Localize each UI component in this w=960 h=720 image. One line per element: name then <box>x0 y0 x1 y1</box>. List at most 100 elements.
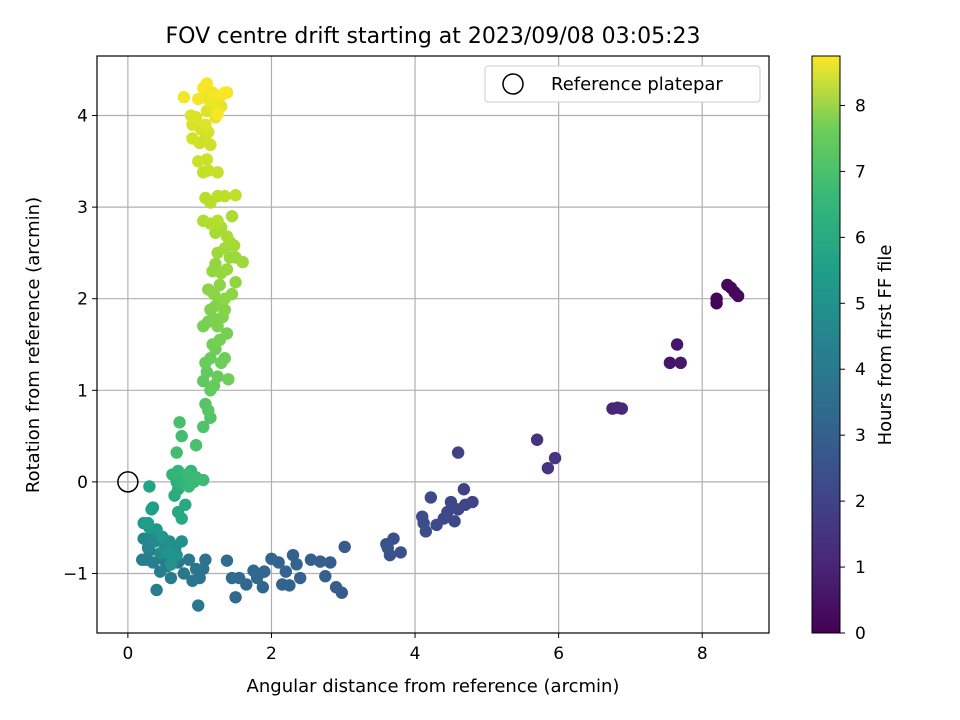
scatter-point <box>202 404 215 417</box>
scatter-point <box>416 510 429 523</box>
y-tick-label: 2 <box>77 290 88 310</box>
scatter-point <box>200 153 214 166</box>
plot-area-frame <box>96 55 770 634</box>
scatter-point <box>541 461 555 475</box>
scatter-point <box>150 583 163 597</box>
colorbar-gradient <box>811 55 841 634</box>
colorbar-tick-label: 5 <box>855 294 866 314</box>
scatter-point <box>338 540 351 554</box>
scatter-point <box>218 189 231 203</box>
scatter-point <box>220 554 234 567</box>
colorbar-tick-label: 7 <box>855 162 866 182</box>
x-axis-label: Angular distance from reference (arcmin) <box>247 676 620 697</box>
scatter-point <box>175 535 188 548</box>
scatter-point <box>394 546 407 559</box>
scatter-point <box>319 570 332 583</box>
scatter-point <box>229 276 242 289</box>
scatter-point <box>218 86 231 99</box>
scatter-point <box>136 553 149 566</box>
scatter-point <box>530 433 544 446</box>
scatter-point <box>141 516 155 530</box>
y-tick-label: 4 <box>77 107 88 127</box>
y-tick-label: 1 <box>77 381 88 401</box>
x-tick-label: 8 <box>697 644 708 664</box>
x-tick-label: 2 <box>266 644 277 664</box>
x-tick-label: 4 <box>410 644 421 664</box>
colorbar: 0 1 2 3 4 5 6 7 8 Hours from first FF file <box>811 55 896 644</box>
scatter-point <box>175 429 188 443</box>
reference-platepar-marker <box>117 471 139 493</box>
scatter-point <box>211 319 224 333</box>
scatter-point <box>229 591 242 604</box>
x-tick-label: 0 <box>122 644 133 664</box>
scatter-point <box>324 556 337 569</box>
scatter-point <box>227 239 241 252</box>
scatter-point <box>225 571 239 585</box>
scatter-point <box>211 214 224 228</box>
y-tick-label: −1 <box>63 564 88 584</box>
colorbar-ticks: 0 1 2 3 4 5 6 7 8 <box>840 96 866 644</box>
scatter-point <box>145 503 158 516</box>
scatter-point <box>182 553 196 566</box>
scatter-point <box>225 287 239 301</box>
scatter-point <box>192 92 205 106</box>
scatter-point <box>161 547 174 560</box>
scatter-point <box>213 278 226 292</box>
scatter-point <box>204 138 217 152</box>
scatter-point <box>220 263 234 276</box>
legend-entry-label: Reference platepar <box>551 74 723 95</box>
scatter-point <box>314 555 327 568</box>
scatter-point <box>424 491 438 504</box>
colorbar-tick-label: 8 <box>855 96 866 116</box>
colorbar-label: Hours from first FF file <box>875 245 896 446</box>
colorbar-tick-label: 4 <box>855 360 866 380</box>
scatter-point <box>218 352 231 365</box>
scatter-point <box>674 356 687 370</box>
y-tick-label: 0 <box>77 473 88 493</box>
scatter-point <box>222 373 235 386</box>
scatter-point <box>186 132 199 145</box>
scatter-point <box>279 565 293 578</box>
scatter-point <box>710 292 723 305</box>
scatter-point <box>663 356 677 370</box>
scatter-point <box>177 567 191 580</box>
scatter-point <box>329 581 343 594</box>
scatter-point <box>548 451 562 465</box>
x-tick-label: 6 <box>553 644 564 664</box>
y-tick-label: 3 <box>77 198 88 218</box>
scatter-point <box>173 416 186 429</box>
scatter-point <box>204 352 217 365</box>
scatter-point <box>207 89 221 102</box>
scatter-point <box>256 581 270 594</box>
x-axis-ticks: 0 2 4 6 8 <box>122 633 708 664</box>
scatter-point <box>186 574 199 587</box>
scatter-point <box>220 230 234 243</box>
scatter-point <box>184 109 198 122</box>
scatter-point <box>229 189 242 202</box>
scatter-point <box>164 558 178 571</box>
scatter-point <box>225 210 239 223</box>
scatter-point <box>448 515 461 528</box>
scatter-point <box>236 255 249 269</box>
colorbar-tick-label: 2 <box>855 492 866 512</box>
scatter-point <box>207 287 221 301</box>
scatter-point <box>200 77 214 90</box>
scatter-point <box>202 164 215 177</box>
colorbar-tick-label: 3 <box>855 426 866 446</box>
chart-title: FOV centre drift starting at 2023/09/08 … <box>166 24 701 49</box>
scatter-point <box>211 166 224 179</box>
scatter-point <box>192 599 205 612</box>
legend-marker-open-circle <box>502 73 524 95</box>
scatter-point <box>731 289 745 303</box>
colorbar-tick-label: 0 <box>855 624 866 644</box>
scatter-point <box>381 541 394 555</box>
legend-box <box>484 65 761 103</box>
scatter-point <box>170 548 183 562</box>
scatter-points <box>117 77 745 612</box>
scatter-point <box>290 558 303 571</box>
scatter-point <box>419 525 433 538</box>
y-axis-label: Rotation from reference (arcmin) <box>23 197 44 493</box>
scatter-point <box>170 446 183 459</box>
scatter-point <box>211 370 224 383</box>
